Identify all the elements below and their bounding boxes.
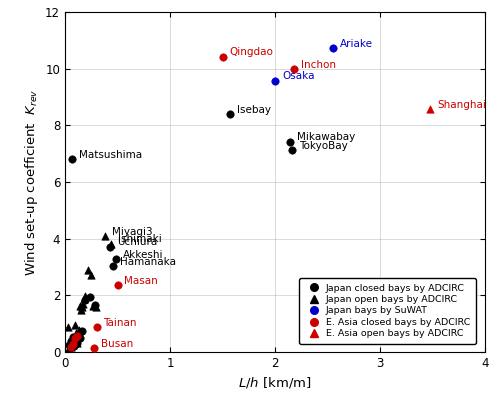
Point [70, 334, 78, 340]
Point [65, 342, 73, 348]
Text: Qingdao: Qingdao [230, 47, 274, 57]
Text: Akkeshi: Akkeshi [124, 250, 164, 260]
Point [68, 338, 76, 344]
Text: Matsushima: Matsushima [80, 150, 142, 160]
Point [72, 330, 80, 336]
Point [69, 341, 77, 347]
Text: Inchon: Inchon [301, 60, 336, 70]
Point [78, 328, 86, 334]
Point [112, 256, 120, 262]
Text: Hamanaka: Hamanaka [120, 257, 176, 267]
Text: Osaka: Osaka [282, 71, 314, 81]
Point [67, 344, 75, 350]
X-axis label: $L/h$ [km/m]: $L/h$ [km/m] [238, 376, 312, 390]
Point [92, 304, 100, 310]
Point [110, 263, 118, 270]
Point [271, 77, 279, 84]
Text: Ariake: Ariake [340, 39, 372, 49]
Point [73, 332, 81, 339]
Point [78, 304, 86, 310]
Point [75, 327, 83, 333]
Point [426, 106, 434, 112]
Point [288, 147, 296, 154]
Y-axis label: Wind set-up coefficient  $K_{rev}$: Wind set-up coefficient $K_{rev}$ [22, 88, 40, 276]
Point [89, 303, 97, 309]
Text: TokyoBay: TokyoBay [298, 141, 348, 151]
Point [114, 282, 122, 289]
Point [64, 324, 72, 330]
Point [64, 346, 72, 353]
Point [80, 301, 88, 308]
Point [65, 345, 73, 351]
Text: Masan: Masan [124, 276, 158, 286]
Point [70, 342, 78, 349]
Point [78, 307, 86, 313]
Point [69, 337, 77, 343]
Point [82, 293, 90, 299]
Point [92, 302, 100, 308]
Point [74, 331, 82, 338]
Text: Shanghai: Shanghai [438, 100, 486, 110]
Point [73, 340, 81, 346]
Legend: Japan closed bays by ADCIRC, Japan open bays by ADCIRC, Japan bays by SuWAT, E. : Japan closed bays by ADCIRC, Japan open … [298, 278, 476, 344]
Point [81, 296, 89, 303]
Point [71, 335, 79, 342]
Text: Miyagi3: Miyagi3 [112, 227, 152, 237]
Text: Uchiura: Uchiura [117, 237, 158, 247]
Point [67, 344, 75, 350]
Point [290, 66, 298, 72]
Text: Mikawabay: Mikawabay [296, 132, 355, 142]
Point [101, 233, 109, 240]
Text: Ishimaki: Ishimaki [118, 234, 162, 244]
Point [226, 111, 234, 117]
Point [106, 243, 114, 250]
Point [68, 341, 76, 347]
Point [76, 335, 84, 342]
Point [286, 138, 294, 145]
Point [68, 156, 76, 162]
Point [218, 54, 226, 60]
Point [329, 45, 337, 52]
Point [70, 334, 78, 340]
Point [80, 296, 88, 302]
Point [74, 334, 82, 340]
Point [76, 303, 84, 309]
Point [71, 322, 79, 328]
Point [71, 332, 79, 339]
Point [86, 294, 94, 300]
Point [72, 340, 80, 346]
Point [90, 345, 98, 351]
Point [92, 324, 100, 330]
Point [84, 267, 92, 274]
Text: Tainan: Tainan [104, 318, 137, 328]
Text: Isebay: Isebay [237, 105, 271, 115]
Point [86, 272, 94, 278]
Text: Busan: Busan [102, 339, 134, 349]
Point [106, 240, 114, 247]
